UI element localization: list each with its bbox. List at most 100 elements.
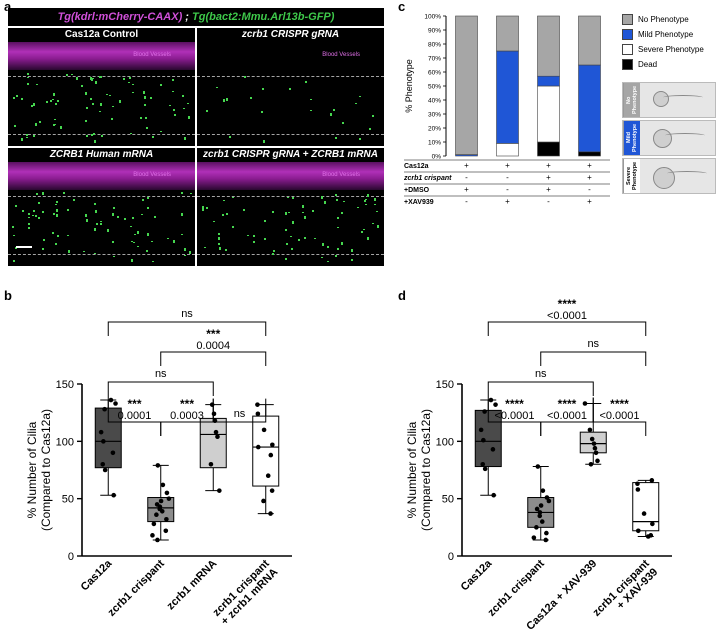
cilium-dot (260, 110, 263, 113)
cilium-dot (173, 113, 176, 116)
comparison-bracket (212, 398, 267, 423)
cilium-dot (201, 206, 204, 209)
cilium-dot (310, 109, 313, 111)
data-point (268, 511, 273, 516)
cilium-dot (351, 248, 354, 252)
legend-label: Mild Phenotype (638, 30, 694, 39)
x-tick-label-group: Cas12a (459, 557, 495, 593)
thumbnail-label: Severe Phenotype (623, 159, 640, 193)
phenotype-thumbnail: Mild Phenotype (622, 120, 716, 156)
y-tick-label: 60% (428, 70, 441, 77)
cilium-dot (335, 136, 338, 139)
cilium-dot (100, 102, 103, 106)
cilium-dot (52, 231, 55, 234)
significance-stars: ns (234, 408, 246, 420)
data-point (208, 461, 214, 467)
cilium-dot (223, 200, 225, 202)
cilium-dot (364, 198, 367, 200)
cilium-dot (117, 216, 120, 219)
cilium-dot (153, 215, 156, 218)
legend-swatch (622, 14, 633, 25)
cilium-dot (145, 250, 148, 253)
table-cell: - (506, 173, 509, 182)
dashed-boundary-upper (8, 196, 195, 197)
table-row-label: Cas12a (404, 163, 429, 170)
data-point (595, 458, 600, 464)
cilium-dot (226, 98, 229, 102)
cilium-dot (94, 202, 97, 205)
data-point (488, 397, 494, 403)
x-tick-label-group: Cas12a (79, 557, 115, 593)
cilium-dot (141, 214, 144, 216)
cilium-dot (14, 247, 17, 250)
data-point (537, 510, 543, 515)
data-point (635, 487, 641, 492)
legend-label: Dead (638, 60, 658, 69)
microscopy-image: zcrb1 CRISPR gRNA Blood Vessels (197, 28, 384, 146)
dashed-boundary-upper (197, 196, 384, 197)
cilium-dot (50, 99, 53, 102)
significance-stars: **** (558, 297, 577, 311)
table-cell: - (465, 197, 468, 206)
data-point (113, 401, 118, 406)
cilium-dot (57, 235, 60, 238)
cilium-dot (271, 253, 274, 256)
data-point (478, 427, 484, 433)
cilium-dot (86, 134, 89, 137)
cilium-dot (149, 96, 152, 99)
cilium-dot (43, 239, 46, 242)
table-cell: - (588, 185, 591, 194)
comparison-bracket (540, 351, 647, 366)
stacked-bar-segment (578, 151, 601, 157)
microscopy-title: Cas12a Control (8, 28, 195, 42)
data-point (215, 434, 220, 440)
p-value: <0.0001 (547, 310, 587, 322)
cilium-dot (35, 214, 38, 217)
cilium-dot (314, 237, 317, 239)
cilium-dot (31, 105, 34, 108)
comparison-bracket (592, 397, 647, 436)
data-point (213, 429, 219, 435)
cilium-dot (333, 108, 336, 111)
cilium-dot (297, 239, 300, 242)
microscopy-title: zcrb1 CRISPR gRNA (197, 28, 384, 42)
cilium-dot (93, 228, 96, 232)
cilium-dot (366, 194, 369, 198)
cilium-dot (95, 222, 98, 225)
cilium-dot (123, 78, 126, 81)
data-point (641, 511, 647, 516)
cilium-dot (169, 104, 172, 106)
table-cell: - (506, 185, 509, 194)
data-point (154, 512, 159, 518)
y-axis-label: (Compared to Cas12a) (39, 409, 53, 531)
cilium-dot (85, 91, 88, 95)
cilium-dot (206, 109, 209, 112)
cilium-dot (131, 259, 134, 263)
cilium-dot (171, 90, 174, 92)
data-point (534, 506, 540, 512)
data-point (592, 445, 598, 451)
cilium-dot (85, 106, 88, 109)
cilium-dot (286, 196, 289, 198)
data-point (540, 488, 546, 493)
cilium-dot (12, 235, 15, 237)
cilium-dot (203, 247, 206, 249)
data-point (269, 488, 275, 493)
cilium-dot (147, 206, 150, 209)
cilium-dot (143, 103, 146, 106)
cilium-dot (326, 260, 329, 262)
cilium-dot (184, 136, 187, 140)
cilium-dot (301, 204, 304, 208)
cilium-dot (231, 226, 234, 229)
y-tick-label: 0% (432, 154, 442, 161)
cilium-dot (252, 235, 255, 238)
cilium-dot (26, 73, 29, 76)
data-point (635, 528, 641, 534)
data-point (151, 521, 157, 527)
cilium-dot (189, 192, 192, 194)
cilium-dot (51, 99, 54, 101)
data-point (649, 478, 655, 483)
data-point (100, 461, 106, 467)
cilium-dot (85, 119, 88, 122)
cilium-dot (343, 201, 346, 203)
